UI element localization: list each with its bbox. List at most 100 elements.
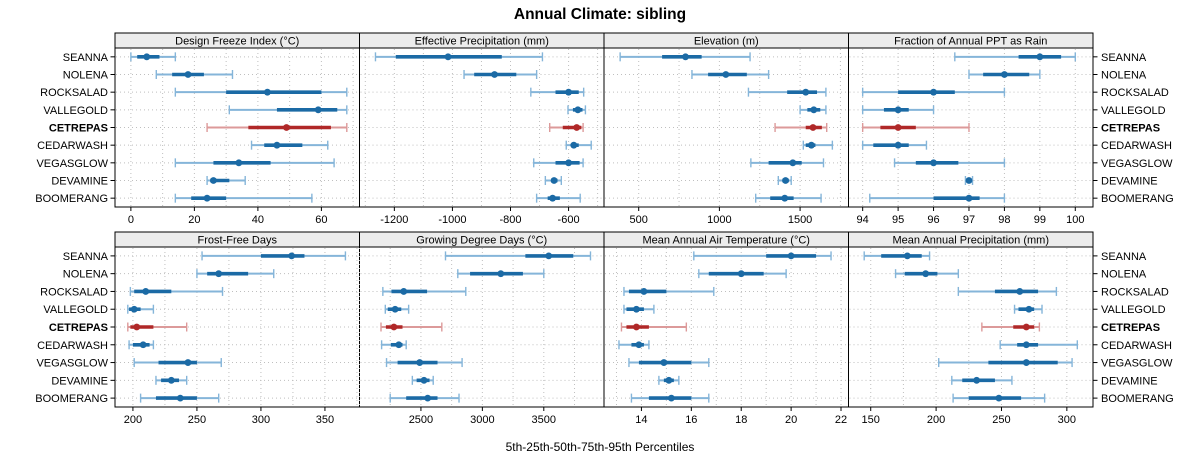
x-axis-tick-label: 100	[1066, 214, 1084, 226]
row-label-right: SEANNA	[1101, 52, 1147, 64]
row-label-left: BOOMERANG	[35, 393, 108, 405]
median-point	[215, 270, 223, 278]
row-label-left: VEGASGLOW	[36, 358, 108, 370]
x-axis-tick-label: 94	[857, 214, 869, 226]
median-point	[722, 71, 730, 78]
panel-title: Fraction of Annual PPT as Rain	[894, 36, 1047, 48]
row-label-left: VALLEGOLD	[43, 105, 108, 117]
row-label-right: BOOMERANG	[1101, 393, 1174, 405]
row-label-left: CEDARWASH	[37, 140, 108, 152]
median-point	[167, 376, 175, 384]
median-point	[802, 88, 810, 96]
row-label-right: CEDARWASH	[1101, 140, 1172, 152]
x-axis-tick-label: 22	[835, 414, 847, 426]
x-axis-tick-label: 20	[785, 414, 797, 426]
row-label-left: CETREPAS	[49, 123, 108, 135]
median-point	[203, 194, 211, 202]
x-axis-tick-label: 300	[252, 414, 270, 426]
x-axis-tick-label: -1200	[380, 214, 408, 226]
x-axis-tick-label: 20	[188, 214, 200, 226]
median-point	[550, 177, 558, 184]
median-point	[390, 323, 398, 331]
row-label-right: DEVAMINE	[1101, 375, 1158, 387]
x-axis-tick-label: 500	[630, 214, 648, 226]
median-point	[995, 394, 1003, 402]
median-point	[1016, 288, 1024, 295]
median-point	[1036, 53, 1044, 61]
panel-title: Design Freeze Index (°C)	[175, 36, 299, 48]
panel-title: Mean Annual Precipitation (mm)	[892, 235, 1049, 247]
median-point	[807, 141, 815, 149]
row-label-left: NOLENA	[63, 70, 109, 82]
x-axis-tick-label: 98	[998, 214, 1010, 226]
row-label-left: ROCKSALAD	[40, 87, 108, 99]
median-point	[965, 177, 973, 184]
x-axis-tick-label: 95	[892, 214, 904, 226]
panel-body	[848, 246, 1094, 408]
median-point	[424, 394, 432, 402]
median-point	[130, 305, 138, 313]
panel-title: Growing Degree Days (°C)	[416, 235, 547, 247]
row-label-right: SEANNA	[1101, 251, 1147, 263]
median-point	[288, 252, 296, 260]
row-label-left: NOLENA	[63, 269, 109, 281]
row-label-right: NOLENA	[1101, 269, 1147, 281]
x-axis-tick-label: 3500	[532, 414, 556, 426]
row-label-right: CETREPAS	[1101, 123, 1160, 135]
x-axis-tick-label: -600	[558, 214, 580, 226]
row-label-right: ROCKSALAD	[1101, 286, 1169, 298]
x-axis-tick-label: 0	[128, 214, 134, 226]
median-point	[635, 341, 643, 349]
row-label-left: CETREPAS	[49, 322, 108, 334]
median-point	[1022, 359, 1030, 366]
median-point	[1001, 71, 1008, 78]
x-axis-tick-label: 3000	[470, 414, 494, 426]
median-point	[633, 305, 640, 313]
median-point	[565, 159, 572, 167]
median-point	[416, 359, 424, 366]
median-point	[391, 305, 399, 313]
median-point	[565, 88, 572, 96]
median-point	[139, 341, 147, 349]
median-point	[640, 288, 648, 295]
x-axis-tick-label: 1500	[788, 214, 812, 226]
x-axis-tick-label: 96	[927, 214, 939, 226]
x-axis-tick-label: -800	[499, 214, 521, 226]
row-label-left: VEGASGLOW	[36, 158, 108, 170]
x-axis-tick-label: -1000	[438, 214, 466, 226]
median-point	[1022, 341, 1030, 349]
median-point	[809, 124, 817, 131]
median-point	[973, 376, 981, 384]
median-point	[545, 252, 553, 260]
figure-title: Annual Climate: sibling	[514, 6, 686, 23]
x-axis-tick-label: 1000	[707, 214, 731, 226]
median-point	[264, 88, 271, 96]
median-point	[782, 177, 789, 184]
median-point	[930, 88, 937, 96]
row-label-right: VEGASGLOW	[1101, 158, 1173, 170]
median-point	[1025, 305, 1033, 313]
median-point	[444, 53, 452, 61]
panel-title: Frost-Free Days	[198, 235, 278, 247]
row-label-left: CEDARWASH	[37, 340, 108, 352]
median-point	[667, 394, 675, 402]
figure-caption: 5th-25th-50th-75th-95th Percentiles	[506, 440, 695, 454]
median-point	[781, 194, 789, 202]
x-axis-tick-label: 250	[992, 414, 1010, 426]
median-point	[395, 341, 403, 349]
median-point	[570, 141, 578, 149]
row-label-left: SEANNA	[63, 251, 109, 263]
median-point	[682, 53, 689, 61]
panel-title: Effective Precipitation (mm)	[415, 36, 549, 48]
median-point	[210, 177, 217, 184]
median-point	[665, 376, 673, 384]
median-point	[810, 106, 818, 114]
x-axis-tick-label: 200	[124, 414, 142, 426]
median-point	[574, 106, 582, 114]
row-label-right: VEGASGLOW	[1101, 358, 1173, 370]
row-label-left: DEVAMINE	[51, 176, 108, 188]
median-point	[573, 124, 581, 131]
median-point	[922, 270, 930, 278]
